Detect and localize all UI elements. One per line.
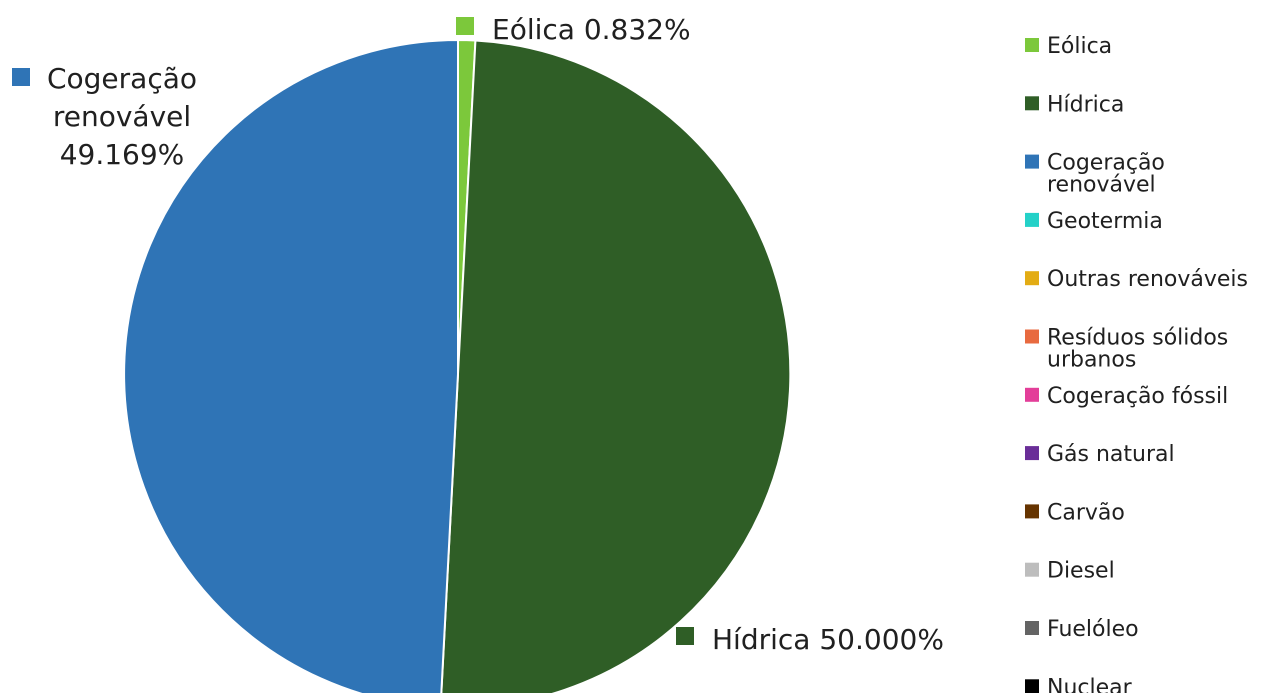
legend-item-eolica: Eólica xyxy=(1025,34,1112,59)
legend-swatch xyxy=(1025,387,1039,402)
pie-data-labels: Eólica 0.832% Hídrica 50.000% Cogeração ren… xyxy=(12,13,944,656)
data-label-color-swatch xyxy=(676,627,694,645)
data-label-color-swatch xyxy=(12,68,30,86)
legend-item-cogeracao-fossil: Cogeração fóssil xyxy=(1025,384,1228,409)
legend-item-hidrica: Hídrica xyxy=(1025,92,1124,117)
legend-label: Hídrica xyxy=(1047,92,1124,117)
legend-item-nuclear: Nuclear xyxy=(1025,675,1133,693)
legend-label: Gás natural xyxy=(1047,442,1175,467)
legend-item-outras-renovaveis: Outras renováveis xyxy=(1025,267,1248,292)
data-label-text: Eólica 0.832% xyxy=(492,13,691,46)
legend-swatch xyxy=(1025,154,1039,169)
legend-swatch xyxy=(1025,329,1039,344)
legend-label: Cogeração xyxy=(1047,151,1165,176)
legend-swatch xyxy=(1025,504,1039,519)
legend-label: urbanos xyxy=(1047,348,1136,373)
legend-item-carvao: Carvão xyxy=(1025,500,1125,525)
legend-swatch xyxy=(1025,271,1039,286)
data-label-text-line: Cogeração xyxy=(47,62,197,95)
legend-label: Nuclear xyxy=(1047,675,1133,693)
legend-swatch xyxy=(1025,621,1039,635)
data-label-cogeracao-renovavel: Cogeração renovável 49.169% xyxy=(12,62,197,171)
pie-slice-cogeracao-renovavel xyxy=(123,38,459,693)
legend-label: Outras renováveis xyxy=(1047,267,1248,292)
legend-swatch xyxy=(1025,38,1039,52)
legend-swatch xyxy=(1025,679,1039,693)
data-label-hidrica: Hídrica 50.000% xyxy=(676,623,944,656)
legend-item-gas-natural: Gás natural xyxy=(1025,442,1175,467)
legend-label: Diesel xyxy=(1047,559,1115,584)
data-label-text: Hídrica 50.000% xyxy=(712,623,944,656)
data-label-color-swatch xyxy=(456,17,474,35)
legend-swatch xyxy=(1025,212,1039,227)
legend-swatch xyxy=(1025,562,1039,577)
pie-slices xyxy=(123,38,792,693)
legend-label: renovável xyxy=(1047,173,1156,198)
data-label-eolica: Eólica 0.832% xyxy=(456,13,691,46)
legend-label: Geotermia xyxy=(1047,209,1163,234)
legend-item-diesel: Diesel xyxy=(1025,559,1115,584)
data-label-text-line: renovável xyxy=(53,100,191,133)
legend-item-geotermia: Geotermia xyxy=(1025,209,1163,234)
legend-label: Cogeração fóssil xyxy=(1047,384,1228,409)
legend-swatch xyxy=(1025,96,1039,111)
pie-slice-hidrica xyxy=(440,39,792,693)
legend-swatch xyxy=(1025,446,1039,461)
legend-label: Resíduos sólidos xyxy=(1047,326,1228,351)
legend-item-fueloleo: Fuelóleo xyxy=(1025,617,1139,642)
data-label-text-line: 49.169% xyxy=(60,138,185,171)
legend-label: Carvão xyxy=(1047,500,1125,525)
legend-label: Fuelóleo xyxy=(1047,617,1139,642)
legend-label: Eólica xyxy=(1047,34,1112,59)
